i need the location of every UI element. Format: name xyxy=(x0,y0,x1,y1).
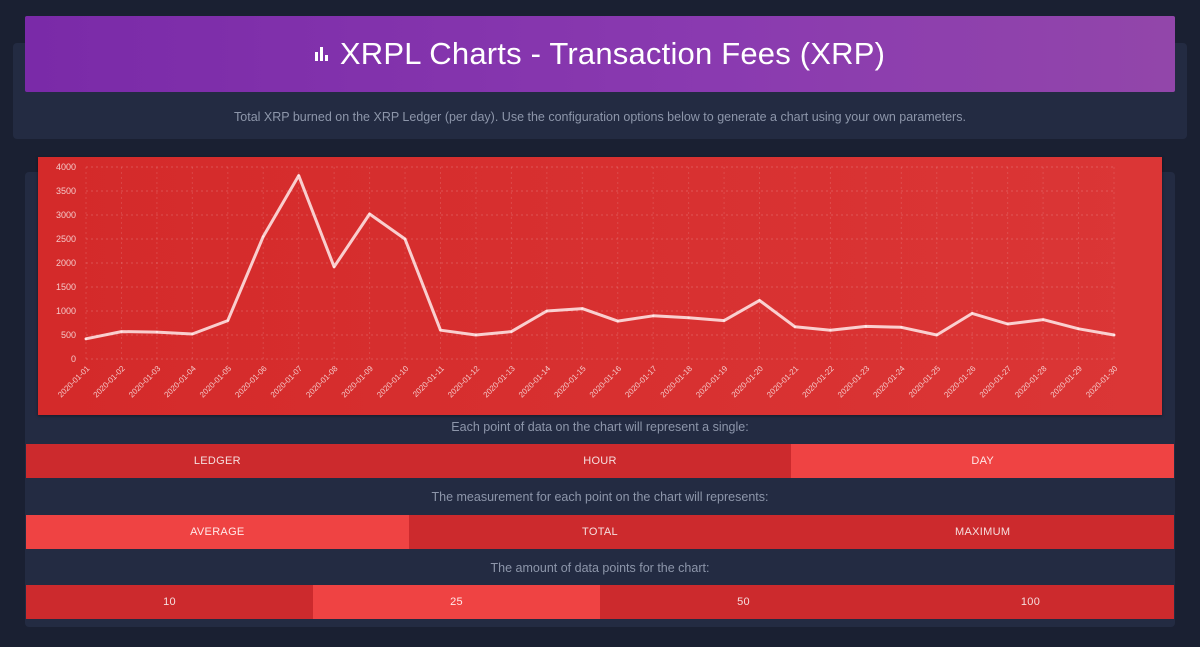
y-tick-label: 3500 xyxy=(56,186,76,196)
points-label: The amount of data points for the chart: xyxy=(490,561,710,575)
page-title: XRPL Charts - Transaction Fees (XRP) xyxy=(339,36,886,71)
data-point xyxy=(616,319,619,323)
x-tick-label: 2020-01-20 xyxy=(730,364,766,400)
data-point xyxy=(900,326,903,329)
data-point xyxy=(191,332,194,336)
data-point xyxy=(1041,318,1045,321)
x-tick-label: 2020-01-21 xyxy=(765,364,801,400)
y-tick-label: 2500 xyxy=(56,234,76,244)
points-25-button[interactable]: 25 xyxy=(313,585,600,619)
data-point xyxy=(581,307,584,310)
data-point xyxy=(474,333,478,337)
page-subtitle: Total XRP burned on the XRP Ledger (per … xyxy=(234,110,966,124)
x-tick-label: 2020-01-18 xyxy=(659,364,695,400)
x-tick-label: 2020-01-19 xyxy=(694,364,730,400)
x-tick-label: 2020-01-07 xyxy=(269,364,305,400)
x-tick-label: 2020-01-02 xyxy=(92,364,128,400)
data-point xyxy=(758,299,761,302)
x-tick-label: 2020-01-27 xyxy=(978,364,1014,400)
average-button[interactable]: AVERAGE xyxy=(26,515,409,549)
data-point xyxy=(155,330,159,334)
total-button[interactable]: TOTAL xyxy=(408,515,792,549)
series-line xyxy=(84,174,1116,341)
data-point xyxy=(84,337,88,341)
data-point xyxy=(829,329,832,332)
data-point xyxy=(651,314,655,317)
x-tick-label: 2020-01-05 xyxy=(198,364,234,400)
fees-chart-svg: 0 500 1000 1500 2000 2500 3000 3500 4000 2020-01-… xyxy=(56,162,1120,400)
x-tick-label: 2020-01-06 xyxy=(233,364,269,400)
data-point xyxy=(793,325,797,329)
measurement-label: The measurement for each point on the ch… xyxy=(431,490,769,504)
x-tick-label: 2020-01-24 xyxy=(871,364,907,400)
x-tick-label: 2020-01-09 xyxy=(340,364,376,400)
x-tick-label: 2020-01-12 xyxy=(446,364,482,400)
x-tick-label: 2020-01-23 xyxy=(836,364,872,400)
points-50-button[interactable]: 50 xyxy=(600,585,887,619)
data-point xyxy=(687,316,690,319)
data-point xyxy=(510,330,513,333)
x-tick-label: 2020-01-03 xyxy=(127,364,163,400)
x-tick-label: 2020-01-16 xyxy=(588,364,624,400)
data-point xyxy=(332,265,336,269)
data-point xyxy=(262,235,265,238)
x-tick-label: 2020-01-25 xyxy=(907,364,943,400)
x-tick-label: 2020-01-11 xyxy=(411,364,446,399)
data-point xyxy=(971,312,974,315)
data-point xyxy=(545,309,549,313)
data-point xyxy=(1112,333,1116,337)
x-tick-label: 2020-01-14 xyxy=(517,364,553,400)
x-tick-label: 2020-01-17 xyxy=(623,364,659,400)
data-point xyxy=(439,329,442,332)
y-tick-label: 0 xyxy=(71,354,76,364)
x-tick-label: 2020-01-22 xyxy=(801,364,837,400)
data-point xyxy=(1006,322,1009,326)
y-tick-label: 1000 xyxy=(56,306,76,316)
maximum-button[interactable]: MAXIMUM xyxy=(791,515,1175,549)
fees-chart: 0 500 1000 1500 2000 2500 3000 3500 4000 2020-01-… xyxy=(38,157,1162,415)
points-100-button[interactable]: 100 xyxy=(887,585,1174,619)
granularity-label: Each point of data on the chart will rep… xyxy=(451,420,749,434)
data-point xyxy=(368,212,371,216)
data-point xyxy=(297,174,300,177)
data-point xyxy=(864,325,868,328)
y-tick-label: 3000 xyxy=(56,210,76,220)
data-point xyxy=(403,237,407,241)
x-tick-label: 2020-01-04 xyxy=(162,364,198,400)
day-button[interactable]: DAY xyxy=(791,444,1175,478)
granularity-selector: LEDGER HOUR DAY xyxy=(26,444,1175,478)
y-tick-label: 1500 xyxy=(56,282,76,292)
x-tick-label: 2020-01-15 xyxy=(552,364,588,400)
data-point xyxy=(226,319,229,322)
ledger-button[interactable]: LEDGER xyxy=(26,444,409,478)
y-tick-label: 4000 xyxy=(56,162,76,172)
y-tick-label: 500 xyxy=(61,330,76,340)
points-10-button[interactable]: 10 xyxy=(26,585,313,619)
header-banner: XRPL Charts - Transaction Fees (XRP) xyxy=(25,16,1175,92)
data-point xyxy=(1077,327,1080,330)
x-tick-label: 2020-01-13 xyxy=(481,364,517,400)
x-tick-label: 2020-01-08 xyxy=(304,364,340,400)
x-tick-label: 2020-01-01 xyxy=(56,364,92,400)
data-point xyxy=(120,330,123,333)
x-tick-label: 2020-01-28 xyxy=(1013,364,1049,400)
x-tick-label: 2020-01-30 xyxy=(1084,364,1120,400)
x-tick-label: 2020-01-10 xyxy=(375,364,411,400)
measurement-selector: AVERAGE TOTAL MAXIMUM xyxy=(26,515,1175,549)
bar-chart-icon xyxy=(314,47,330,61)
data-point xyxy=(722,319,726,322)
x-tick-label: 2020-01-29 xyxy=(1049,364,1085,400)
points-selector: 10 25 50 100 xyxy=(26,585,1174,619)
hour-button[interactable]: HOUR xyxy=(408,444,792,478)
x-tick-label: 2020-01-26 xyxy=(942,364,978,400)
data-point xyxy=(935,333,938,337)
y-tick-label: 2000 xyxy=(56,258,76,268)
